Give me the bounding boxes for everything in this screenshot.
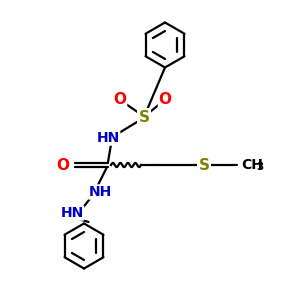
Text: S: S — [139, 110, 149, 124]
Text: O: O — [113, 92, 127, 106]
Text: S: S — [199, 158, 209, 172]
Text: O: O — [56, 158, 70, 172]
Text: HN: HN — [60, 206, 84, 220]
Text: O: O — [158, 92, 172, 106]
Text: 3: 3 — [256, 162, 263, 172]
Text: HN: HN — [96, 131, 120, 145]
Text: NH: NH — [89, 185, 112, 199]
Text: CH: CH — [242, 158, 263, 172]
